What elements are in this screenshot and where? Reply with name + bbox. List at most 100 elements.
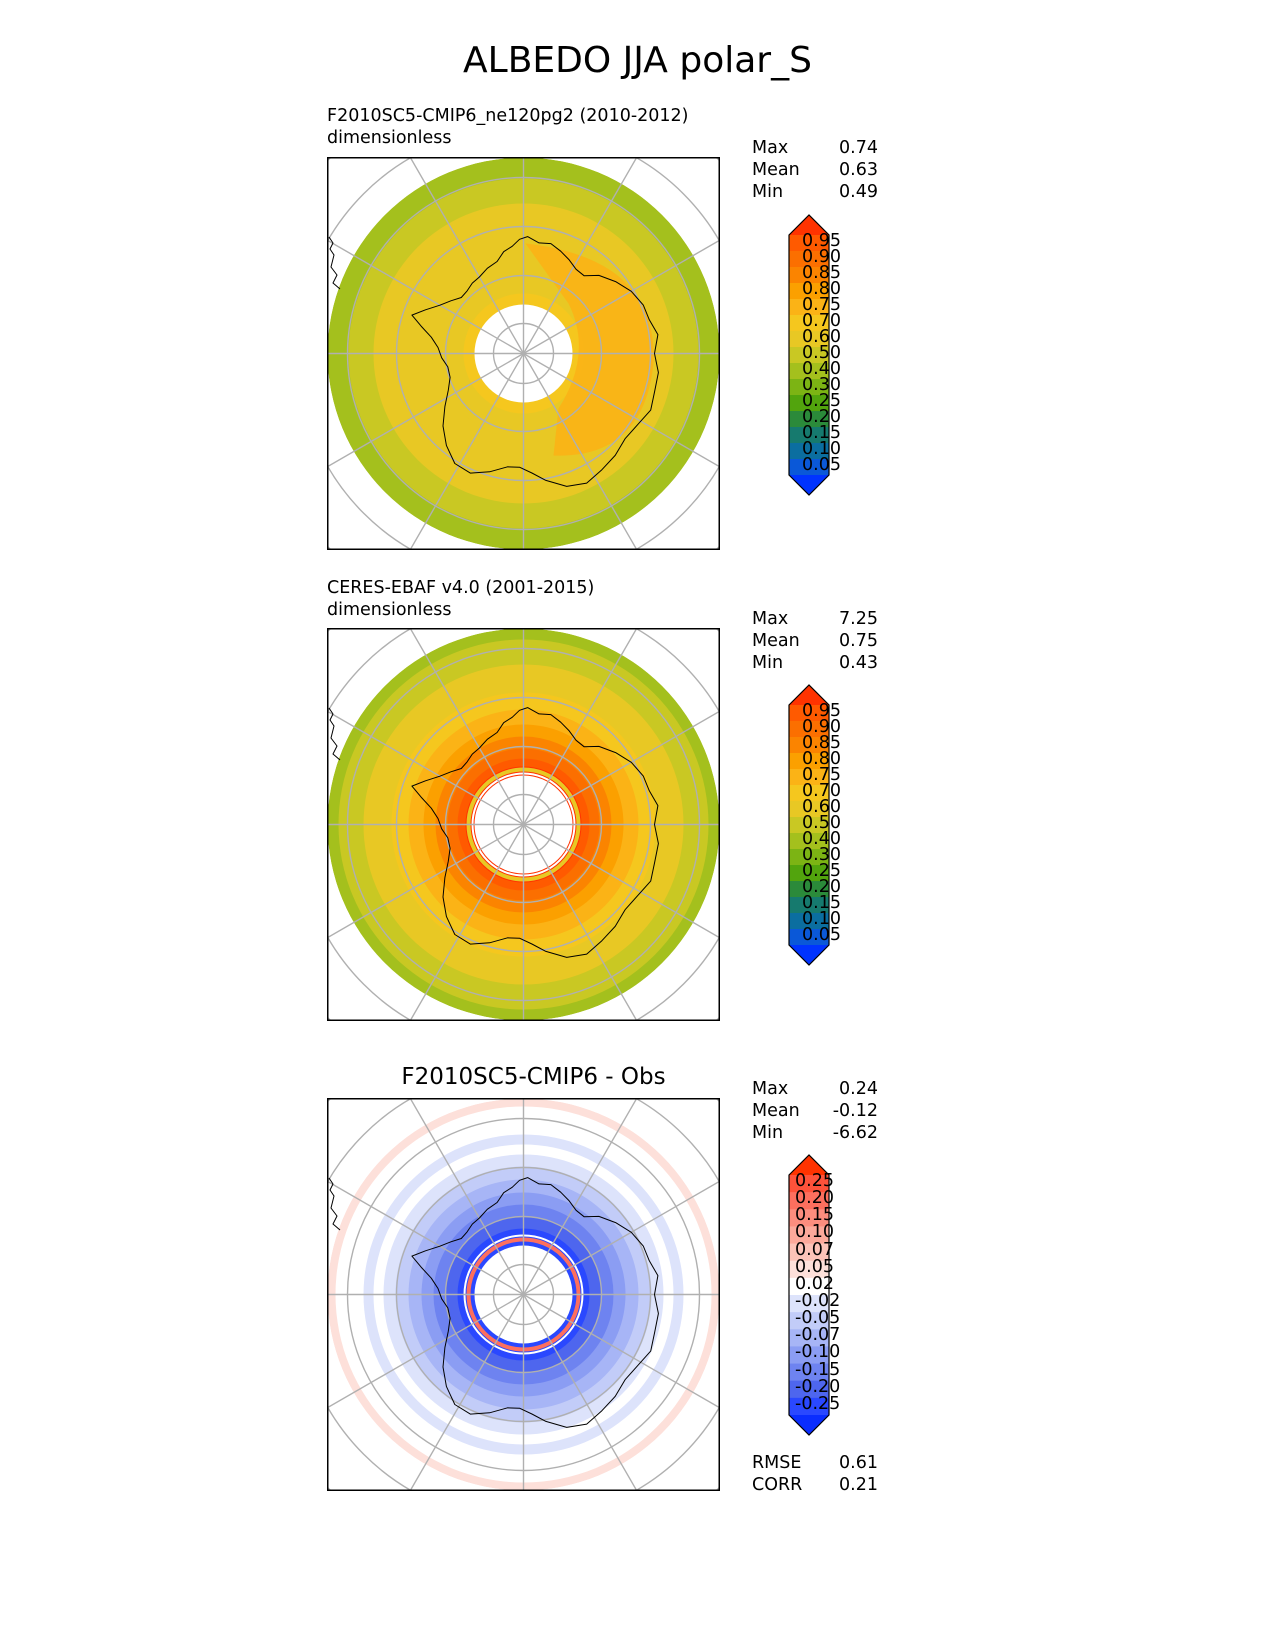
panel2-colorbar [787,683,832,967]
stat-label: Max [752,1079,789,1099]
colorbar-extend-min [789,1415,829,1435]
colorbar-tick-label: 0.25 [795,1171,834,1191]
map-frame [327,157,720,550]
colorbar-tick-label: 0.75 [802,295,841,315]
stat-label: Min [752,653,784,673]
colorbar-extend-max [789,1155,829,1175]
colorbar-extend-min [789,475,829,495]
colorbar-segment [789,1312,829,1330]
stat-rmse: RMSE 0.61 [752,1452,878,1474]
colorbar-tick-label: 0.60 [802,797,841,817]
model-map-panel [327,157,720,550]
colorbar-tick-label: 0.85 [802,733,841,753]
colorbar-outline [788,214,830,496]
colorbar-segment [789,865,829,882]
colorbar-tick-label: 0.25 [802,861,841,881]
stat-label: Min [752,1123,784,1143]
colorbar-tick-label: 0.07 [795,1239,834,1260]
colorbar-segment [789,881,829,898]
colorbar-tick-label: 0.05 [802,925,841,945]
colorbar-tick-label: 0.80 [802,279,841,299]
panel1-title: F2010SC5-CMIP6_ne120pg2 (2010-2012) [327,106,689,126]
colorbar-segment [789,459,829,476]
panel2-title: CERES-EBAF v4.0 (2001-2015) [327,578,595,598]
panel2-units: dimensionless [327,600,452,620]
stat-max: Max 0.74 [752,137,878,159]
stat-value: 0.75 [839,631,878,651]
diff-map-panel [327,1098,720,1491]
stat-mean: Mean 0.75 [752,630,878,652]
colorbar-segment [789,443,829,460]
stat-corr: CORR 0.21 [752,1474,878,1496]
colorbar-tick-label: 0.75 [802,765,841,785]
colorbar-segment [789,1346,829,1365]
colorbar-segment [789,1380,829,1399]
colorbar-tick-label: 0.15 [795,1205,834,1226]
antarctica-coastline [411,707,659,958]
colorbar-segment [789,267,829,284]
colorbar-segment [789,929,829,946]
colorbar-segment [789,817,829,834]
colorbar-segment [789,379,829,396]
colorbar-segment [789,1260,829,1279]
colorbar-tick-label: -0.10 [795,1342,841,1363]
colorbar-outline [788,684,830,966]
colorbar-tick-label: 0.95 [802,701,841,721]
colorbar-segment [789,1363,829,1382]
stat-value: 0.63 [839,160,878,180]
panel3-colorbar [787,1153,832,1437]
graticule-meridian [409,628,638,1021]
graticule-meridian [409,1098,638,1491]
colorbar-tick-label: 0.10 [802,439,841,459]
colorbar-segment [789,737,829,754]
stat-label: CORR [752,1475,803,1495]
stat-value: 0.21 [839,1475,878,1495]
stat-min: Min -6.62 [752,1122,878,1144]
stat-label: Min [752,182,784,202]
polar-map-svg [327,628,720,1021]
colorbar-segment [789,251,829,268]
colorbar-segment [789,1243,829,1262]
colorbar-tick-label: -0.20 [795,1376,841,1397]
colorbar-tick-label: 0.15 [802,893,841,913]
colorbar-segment [789,363,829,380]
colorbar-segment [789,705,829,722]
colorbar-svg [788,214,830,496]
stat-mean: Mean -0.12 [752,1100,878,1122]
stat-label: Max [752,609,789,629]
stat-value: 0.74 [839,138,878,158]
panel1-units: dimensionless [327,128,452,148]
stat-mean: Mean 0.63 [752,159,878,181]
colorbar-segment [789,1175,829,1193]
colorbar-segment [789,283,829,300]
colorbar-segment [789,785,829,802]
colorbar-tick-label: 0.05 [802,455,841,475]
colorbar-svg [788,1154,830,1436]
panel3-metrics: RMSE 0.61 CORR 0.21 [752,1452,878,1496]
colorbar-segment [789,411,829,428]
panel1-stats: Max 0.74 Mean 0.63 Min 0.49 [752,137,878,203]
colorbar-tick-label: 0.20 [802,877,841,897]
colorbar-segment [789,897,829,914]
obs-map-panel [327,628,720,1021]
map-frame [327,1098,720,1491]
colorbar-segment [789,395,829,412]
colorbar-segment [789,1277,829,1296]
colorbar-tick-label: 0.70 [802,781,841,801]
colorbar-tick-label: 0.80 [802,749,841,769]
colorbar-tick-label: 0.02 [795,1273,834,1294]
colorbar-tick-label: 0.30 [802,375,841,395]
colorbar-segment [789,1192,829,1210]
colorbar-segment [789,331,829,348]
colorbar-tick-label: 0.20 [802,407,841,427]
colorbar-tick-label: 0.50 [802,343,841,363]
colorbar-segment [789,1209,829,1228]
colorbar-segment [789,1397,829,1416]
south-america-coastline [328,707,341,761]
colorbar-segment [789,769,829,786]
colorbar-tick-label: 0.25 [802,391,841,411]
colorbar-tick-label: 0.20 [795,1188,834,1209]
colorbar-tick-label: -0.07 [795,1325,841,1346]
stat-max: Max 0.24 [752,1078,878,1100]
graticule-meridian [409,157,638,550]
